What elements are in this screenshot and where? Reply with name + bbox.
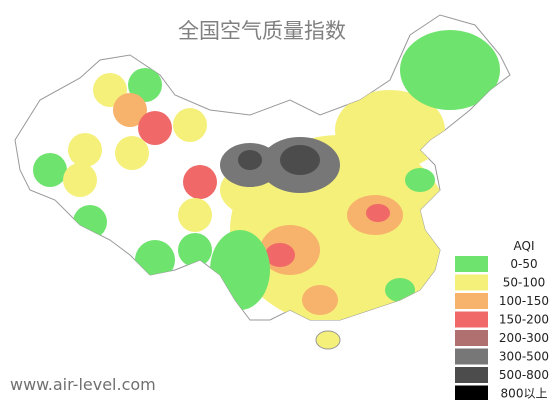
- legend-swatch: [455, 367, 488, 383]
- legend: AQI 0-50 50-100 100-150 150-200 200-300 300-5…: [453, 236, 551, 400]
- legend-swatch: [455, 274, 488, 291]
- china-map: [14, 14, 511, 350]
- legend-swatch: [455, 348, 488, 365]
- legend-swatch: [455, 311, 488, 328]
- legend-label: 300-500: [499, 350, 549, 364]
- legend-label: 500-800: [499, 368, 549, 382]
- legend-label: 100-150: [499, 294, 549, 308]
- legend-swatch: [455, 256, 488, 272]
- legend-label: 200-300: [499, 331, 549, 345]
- legend-swatch: [455, 293, 488, 309]
- page-title: 全国空气质量指数: [178, 19, 346, 43]
- legend-label: 50-100: [503, 276, 546, 290]
- legend-label: 0-50: [510, 257, 537, 271]
- legend-title: AQI: [514, 239, 535, 253]
- legend-label: 150-200: [499, 313, 549, 327]
- legend-swatch: [455, 330, 488, 346]
- legend-label: 800以上: [501, 387, 548, 400]
- watermark: www.air-level.com: [10, 375, 156, 394]
- legend-swatch: [455, 385, 488, 400]
